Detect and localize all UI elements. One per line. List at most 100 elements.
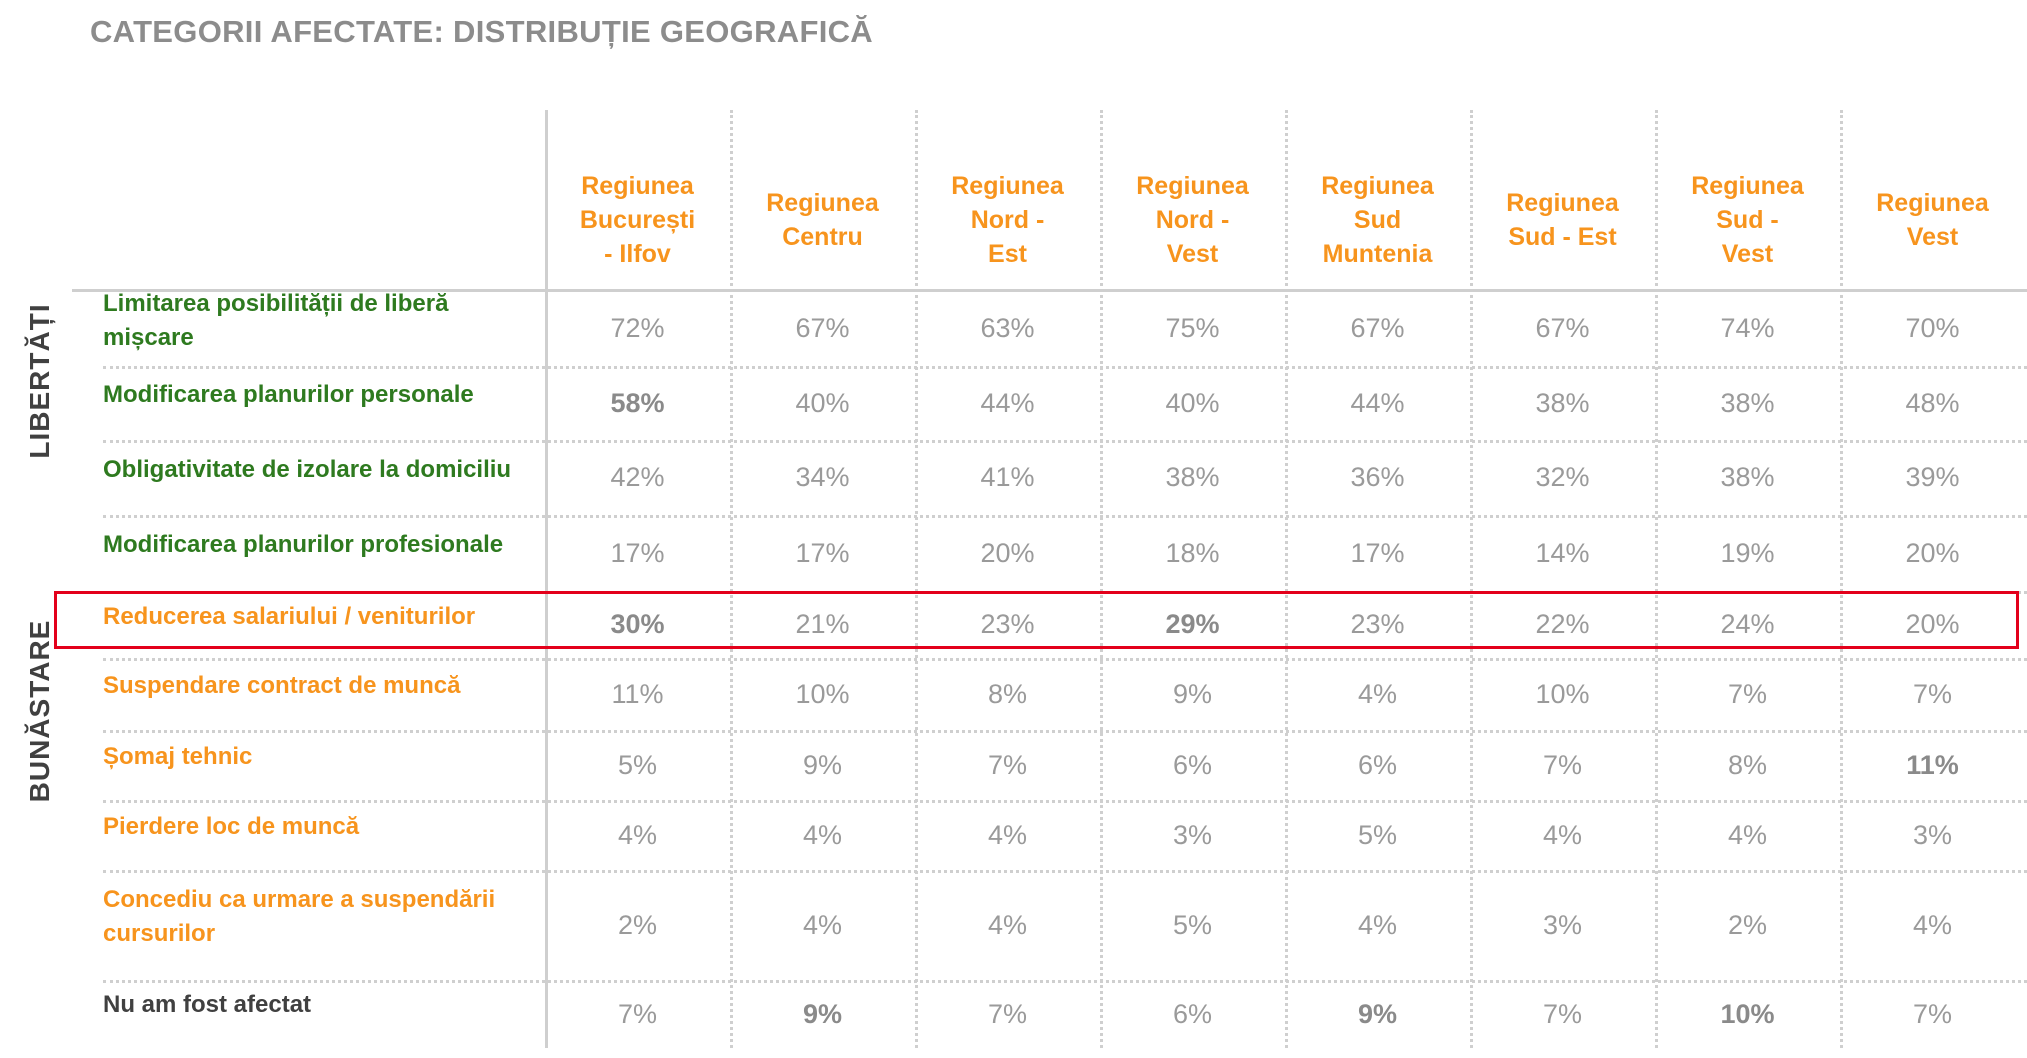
table-cell: 4% — [1912, 909, 1953, 940]
column-header-line: Vest — [1906, 223, 1959, 251]
table-cell: 29% — [1165, 609, 1220, 639]
column-divider — [915, 110, 918, 1048]
table-cell: 23% — [980, 609, 1035, 639]
column-header: Regiunea Vest — [1840, 160, 2025, 280]
row-label: Reducerea salariului / veniturilor — [103, 602, 476, 630]
row-divider — [103, 440, 2027, 443]
column-header-text: Regiunea Sud - Vest — [1691, 169, 1804, 271]
table-cell: 10% — [1720, 998, 1775, 1029]
table-cell: 41% — [980, 462, 1035, 492]
table-cell: 40% — [795, 387, 850, 418]
column-divider — [730, 110, 733, 1048]
table-cell: 23% — [1350, 609, 1405, 639]
column-header-text: Regiunea Centru — [766, 186, 879, 254]
table-cell: 5% — [1357, 819, 1398, 850]
table-cell: 17% — [795, 537, 850, 568]
table-cell: 8% — [1727, 749, 1768, 780]
column-header: Regiunea Nord - Vest — [1100, 160, 1285, 280]
group-label-libertati: LIBERTĂȚI — [24, 303, 55, 459]
table-cell: 7% — [617, 998, 658, 1029]
column-header-text: Regiunea București - Ilfov — [580, 169, 695, 271]
column-divider — [1100, 110, 1103, 1048]
table-cell: 38% — [1720, 387, 1775, 418]
table-cell: 4% — [1727, 819, 1768, 850]
column-header-line: Sud — [1353, 206, 1402, 234]
column-header: Regiunea Sud Muntenia — [1285, 160, 1470, 280]
column-header: Regiunea Sud - Est — [1470, 160, 1655, 280]
table-cell: 3% — [1912, 819, 1953, 850]
table-cell: 67% — [1535, 313, 1590, 343]
column-header-line: Vest — [1166, 240, 1219, 268]
table-cell: 5% — [1172, 909, 1213, 940]
row-label: Obligativitate de izolare la domiciliu — [103, 455, 512, 483]
column-header-text: Regiunea Nord - Est — [951, 169, 1064, 271]
table-cell: 7% — [1912, 998, 1953, 1029]
table-cell: 4% — [1357, 678, 1398, 709]
table-cell: 7% — [1727, 678, 1768, 709]
column-divider — [1655, 110, 1658, 1048]
table-cell: 38% — [1165, 462, 1220, 492]
column-divider — [1285, 110, 1288, 1048]
row-label: Modificarea planurilor profesionale — [103, 531, 504, 558]
row-label: Modificarea planurilor personale — [103, 381, 474, 408]
table-cell: 20% — [1905, 609, 1960, 639]
group-label-bunastare: BUNĂSTARE — [24, 619, 55, 803]
column-divider — [1840, 110, 1843, 1048]
column-divider — [1470, 110, 1473, 1048]
row-label: Suspendare contract de muncă — [103, 672, 461, 699]
row-divider — [103, 658, 2027, 661]
table-cell: 74% — [1720, 313, 1775, 343]
column-header-line: Regiunea — [1506, 189, 1619, 217]
column-header-line: Regiunea — [951, 172, 1064, 200]
table-cell: 70% — [1905, 313, 1960, 343]
column-header-line: Vest — [1721, 240, 1774, 268]
column-header-line: Nord - — [1155, 206, 1230, 234]
table-cell: 6% — [1172, 998, 1213, 1029]
table-cell: 10% — [795, 678, 850, 709]
column-header-text: Regiunea Sud Muntenia — [1321, 169, 1434, 271]
table-cell: 38% — [1535, 387, 1590, 418]
column-header-line: Sud - Est — [1508, 223, 1617, 251]
table-cell: 40% — [1165, 387, 1220, 418]
table-cell: 4% — [987, 819, 1028, 850]
table-cell: 3% — [1542, 909, 1583, 940]
table-divider-vertical — [545, 110, 548, 1048]
table-cell: 9% — [802, 998, 843, 1029]
column-header-line: Regiunea — [1691, 172, 1804, 200]
table-cell: 17% — [1350, 537, 1405, 568]
table-cell: 75% — [1165, 313, 1220, 343]
table-cell: 4% — [987, 909, 1028, 940]
column-header-line: Regiunea — [1136, 172, 1249, 200]
table-cell: 38% — [1720, 462, 1775, 492]
column-header: Regiunea București - Ilfov — [545, 160, 730, 280]
table-cell: 32% — [1535, 462, 1590, 492]
row-divider — [103, 730, 2027, 733]
column-header-line: Regiunea — [1876, 189, 1989, 217]
table-cell: 24% — [1720, 609, 1775, 639]
row-label: Concediu ca urmare a suspendării cursuri… — [103, 886, 496, 947]
table-cell: 67% — [795, 313, 850, 343]
table-cell: 72% — [610, 313, 665, 343]
table-cell: 34% — [795, 462, 850, 492]
table-cell: 6% — [1172, 749, 1213, 780]
table-cell: 4% — [802, 819, 843, 850]
table-cell: 21% — [795, 609, 850, 639]
table-cell: 7% — [987, 998, 1028, 1029]
table-cell: 3% — [1172, 819, 1213, 850]
table-cell: 20% — [980, 537, 1035, 568]
table-cell: 48% — [1905, 387, 1960, 418]
column-header-line: Regiunea — [1321, 172, 1434, 200]
row-label: Nu am fost afectat — [103, 991, 312, 1018]
table-cell: 7% — [1542, 998, 1583, 1029]
row-label: Pierdere loc de muncă — [103, 813, 360, 840]
table-cell: 44% — [980, 387, 1035, 418]
column-header-line: Muntenia — [1322, 240, 1433, 268]
table-cell: 5% — [617, 749, 658, 780]
table-cell: 10% — [1535, 678, 1590, 709]
column-header-line: - Ilfov — [604, 240, 671, 268]
table-cell: 7% — [1542, 749, 1583, 780]
column-header-line: București — [579, 206, 696, 234]
table-cell: 4% — [1357, 909, 1398, 940]
table-cell: 9% — [1172, 678, 1213, 709]
table-cell: 9% — [1357, 998, 1398, 1029]
